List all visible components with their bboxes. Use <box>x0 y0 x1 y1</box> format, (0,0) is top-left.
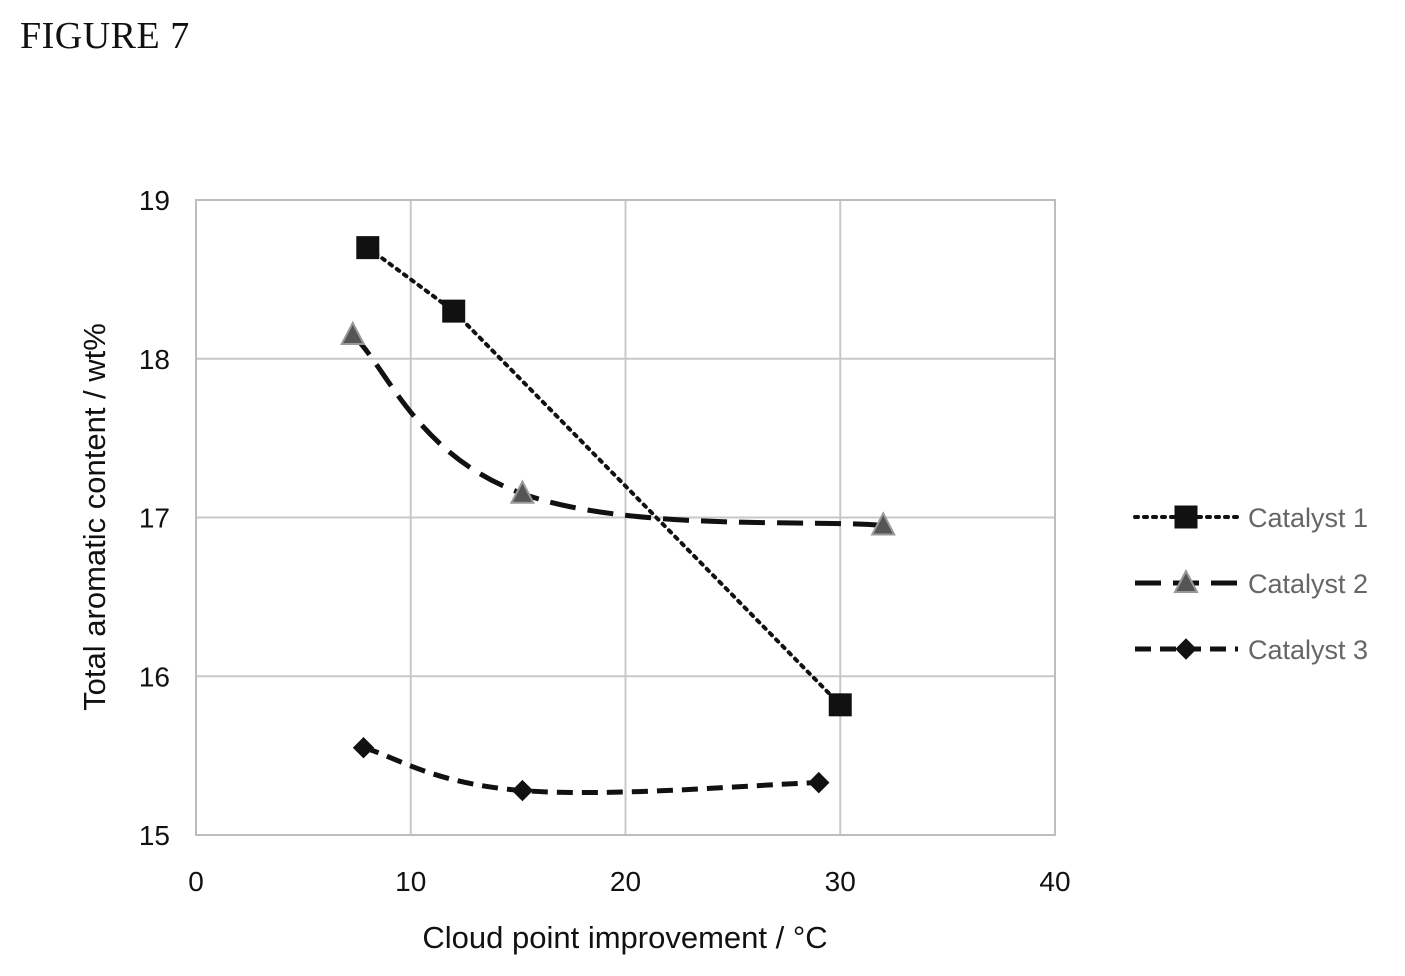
legend-marker-1 <box>1174 505 1198 529</box>
figure-label: FIGURE 7 <box>20 15 190 57</box>
data-point-series-1 <box>442 299 466 323</box>
legend-marker-3 <box>1175 638 1197 660</box>
series-lines <box>351 245 884 796</box>
y-tick-label: 17 <box>139 503 170 534</box>
series-line-1 <box>365 245 843 707</box>
legend-label-2: Catalyst 2 <box>1248 569 1368 599</box>
chart-legend: Catalyst 1 Catalyst 2 Catalyst 3 <box>1133 503 1368 665</box>
data-point-series-2 <box>509 479 536 504</box>
plot-border <box>195 199 1056 836</box>
data-point-series-3 <box>511 779 534 802</box>
y-tick-label: 16 <box>139 661 170 692</box>
data-point-series-3 <box>352 736 375 759</box>
x-tick-labels: 0 10 20 30 40 <box>188 866 1070 897</box>
legend-label-3: Catalyst 3 <box>1248 635 1368 665</box>
data-point-series-3 <box>808 771 830 794</box>
data-point-series-1 <box>356 236 380 260</box>
y-tick-label: 18 <box>139 344 170 375</box>
y-tick-label: 15 <box>139 820 170 851</box>
y-axis-title: Total aromatic content / wt% <box>77 323 112 711</box>
x-axis-title: Cloud point improvement / °C <box>422 920 827 955</box>
series-line-3 <box>362 745 819 796</box>
series-line-2 <box>351 333 884 528</box>
plot-frame <box>195 199 1056 836</box>
data-point-series-2 <box>340 320 366 345</box>
x-tick-label: 10 <box>395 866 426 897</box>
data-point-series-2 <box>870 511 896 536</box>
x-tick-label: 0 <box>188 866 204 897</box>
x-tick-label: 30 <box>825 866 856 897</box>
y-tick-label: 19 <box>139 185 170 216</box>
y-tick-labels: 15 16 17 18 19 <box>139 185 170 851</box>
legend-label-1: Catalyst 1 <box>1248 503 1368 533</box>
x-tick-label: 20 <box>610 866 641 897</box>
data-point-series-1 <box>828 693 852 717</box>
legend-marker-2 <box>1173 568 1199 593</box>
x-tick-label: 40 <box>1039 866 1070 897</box>
series-markers <box>340 236 896 802</box>
